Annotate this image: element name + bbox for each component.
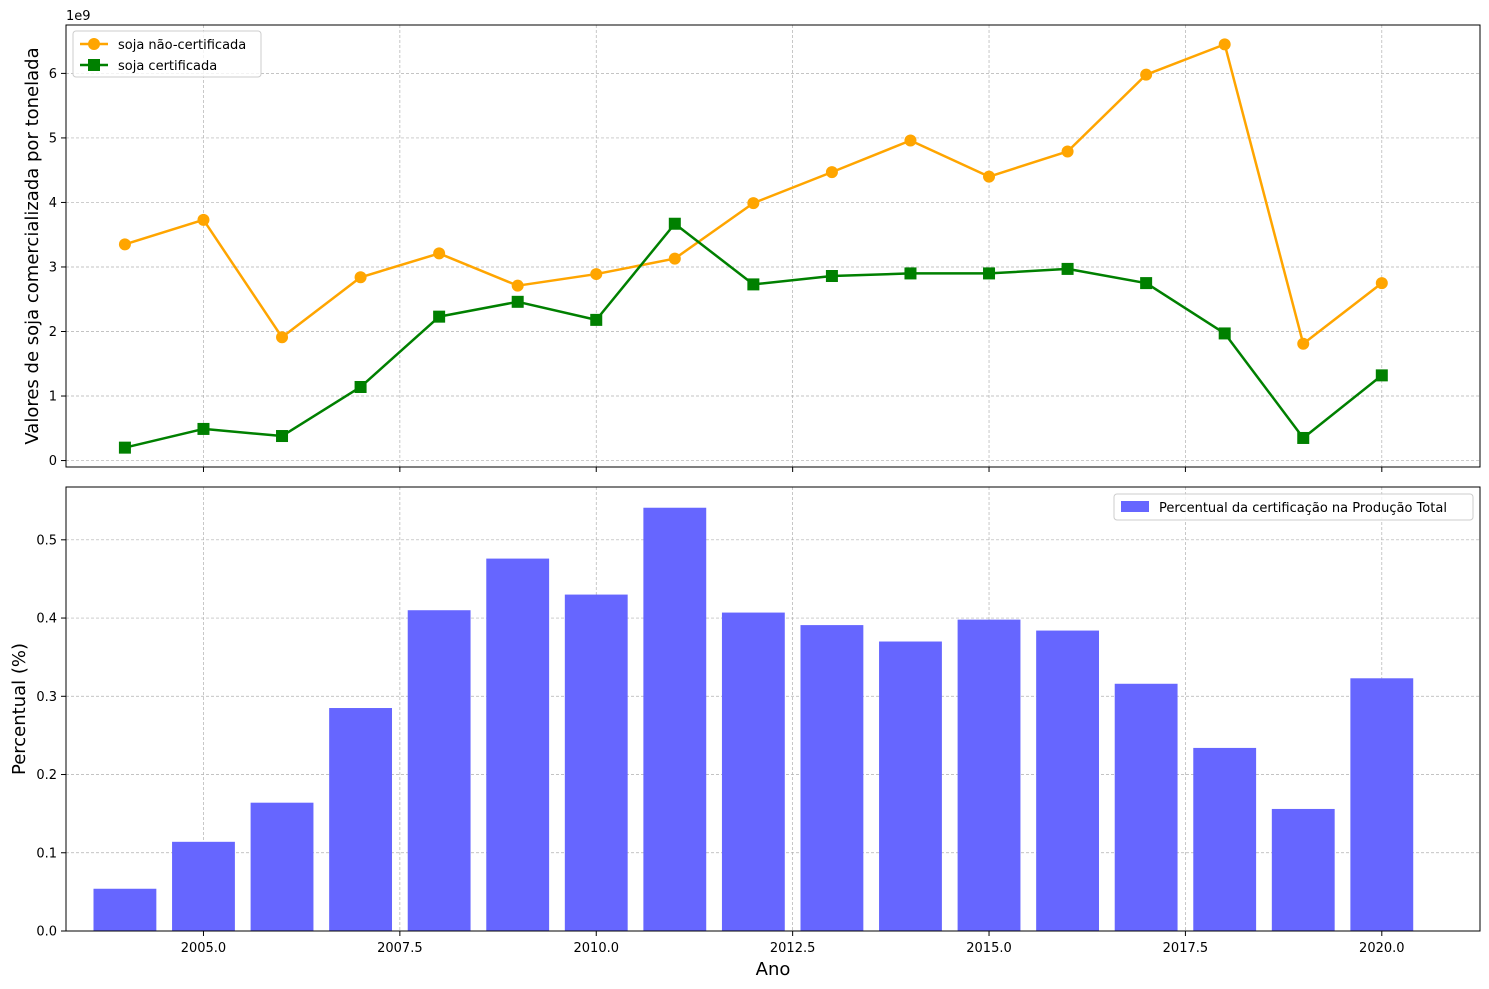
bottom-x-tick-label: 2015.0: [966, 941, 1012, 956]
bar: [1350, 678, 1414, 931]
bar: [93, 888, 157, 931]
data-point-1: [276, 430, 289, 443]
top-chart-panel: 0 1 2 3 4 5 6 1e9 Valores de soja comercializa…: [22, 9, 1481, 472]
data-point-1: [1140, 277, 1153, 290]
data-point-0: [668, 252, 681, 265]
top-y-tick-label: 2: [49, 325, 57, 340]
data-point-0: [354, 271, 367, 284]
bottom-x-axis-label: Ano: [756, 959, 791, 980]
bottom-axes-frame: [65, 486, 1481, 932]
bottom-y-ticks: 0.0 0.1 0.2 0.3 0.4 0.5: [36, 533, 66, 940]
data-point-1: [511, 295, 524, 308]
bottom-y-tick-label: 0.3: [36, 690, 57, 705]
bottom-y-tick-label: 0.2: [36, 768, 57, 783]
top-y-tick-label: 5: [49, 131, 57, 146]
data-point-0: [1061, 145, 1074, 158]
bottom-y-tick-label: 0.0: [36, 925, 57, 940]
bar: [957, 619, 1021, 931]
data-point-0: [825, 166, 838, 179]
bar: [800, 625, 864, 931]
bar: [486, 558, 550, 931]
legend-label-non-certified: soja não-certificada: [118, 38, 246, 53]
bar: [643, 507, 707, 931]
legend-marker-non-certified: [88, 38, 100, 50]
data-point-0: [433, 247, 446, 260]
top-axes-frame: [65, 24, 1481, 468]
data-point-1: [118, 441, 131, 454]
data-point-0: [118, 238, 131, 251]
top-y-tick-label: 0: [49, 454, 57, 469]
data-point-1: [668, 217, 681, 230]
legend-label-percent: Percentual da certificação na Produção T…: [1159, 501, 1447, 516]
data-point-1: [1061, 262, 1074, 275]
bar: [329, 708, 393, 931]
top-x-ticks: [202, 467, 1383, 472]
data-point-1: [354, 380, 367, 393]
top-legend-box: [72, 30, 262, 78]
bottom-y-tick-label: 0.5: [36, 533, 57, 548]
data-point-0: [511, 279, 524, 292]
data-point-1: [1218, 327, 1231, 340]
bar: [1271, 808, 1335, 931]
top-y-axis-label: Valores de soja comercializada por tonel…: [22, 47, 43, 444]
bottom-bars: [93, 507, 1414, 931]
data-point-0: [904, 134, 917, 147]
bottom-legend: Percentual da certificação na Produção T…: [1113, 493, 1474, 521]
bottom-chart-panel: 2005.0 2007.5 2010.0 2012.5 2015.0 2017.5 2020…: [9, 486, 1481, 980]
top-y-ticks: 0 1 2 3 4 5 6: [49, 67, 66, 469]
data-point-0: [1375, 277, 1388, 290]
legend-marker-certified: [88, 59, 100, 71]
bottom-legend-box: [1113, 493, 1474, 521]
top-y-tick-label: 1: [49, 390, 57, 405]
data-point-0: [197, 213, 210, 226]
bar: [250, 802, 314, 931]
bottom-x-tick-label: 2012.5: [770, 941, 816, 956]
bar: [1036, 630, 1100, 931]
bottom-x-tick-label: 2010.0: [574, 941, 620, 956]
bottom-x-tick-label: 2020.0: [1359, 941, 1405, 956]
bar: [1193, 747, 1257, 931]
bar: [564, 594, 628, 931]
top-legend: soja não-certificada soja certificada: [72, 30, 262, 78]
data-point-1: [825, 270, 838, 283]
bar: [172, 841, 235, 931]
data-point-0: [1297, 337, 1310, 350]
bar: [1114, 683, 1178, 931]
bottom-x-ticks: 2005.0 2007.5 2010.0 2012.5 2015.0 2017.5 2020…: [181, 931, 1405, 956]
data-point-1: [433, 310, 446, 323]
data-point-0: [983, 170, 996, 183]
data-point-1: [1297, 431, 1310, 444]
top-y-tick-label: 3: [49, 260, 57, 275]
bar: [407, 610, 471, 931]
bottom-x-tick-label: 2005.0: [181, 941, 227, 956]
data-point-1: [590, 313, 603, 326]
data-point-0: [276, 331, 289, 344]
data-point-1: [1375, 369, 1388, 382]
top-y-tick-label: 6: [49, 67, 57, 82]
bottom-y-axis-label: Percentual (%): [9, 643, 30, 775]
bar: [879, 641, 942, 931]
data-point-0: [747, 197, 760, 210]
data-point-0: [590, 268, 603, 281]
legend-swatch-percent: [1121, 501, 1149, 512]
data-point-0: [1218, 38, 1231, 51]
bottom-y-tick-label: 0.1: [36, 846, 57, 861]
bar: [721, 612, 785, 931]
data-point-0: [1140, 68, 1153, 81]
data-point-1: [983, 267, 996, 280]
top-y-offset-label: 1e9: [66, 9, 91, 24]
bottom-x-tick-label: 2017.5: [1163, 941, 1209, 956]
top-gridlines: [66, 25, 1480, 467]
legend-label-certified: soja certificada: [118, 59, 217, 74]
top-series-lines: [118, 38, 1388, 454]
data-point-1: [197, 422, 210, 435]
data-point-1: [747, 278, 760, 291]
data-point-1: [904, 267, 917, 280]
top-y-tick-label: 4: [49, 196, 57, 211]
bottom-y-tick-label: 0.4: [36, 612, 57, 627]
bottom-x-tick-label: 2007.5: [377, 941, 423, 956]
